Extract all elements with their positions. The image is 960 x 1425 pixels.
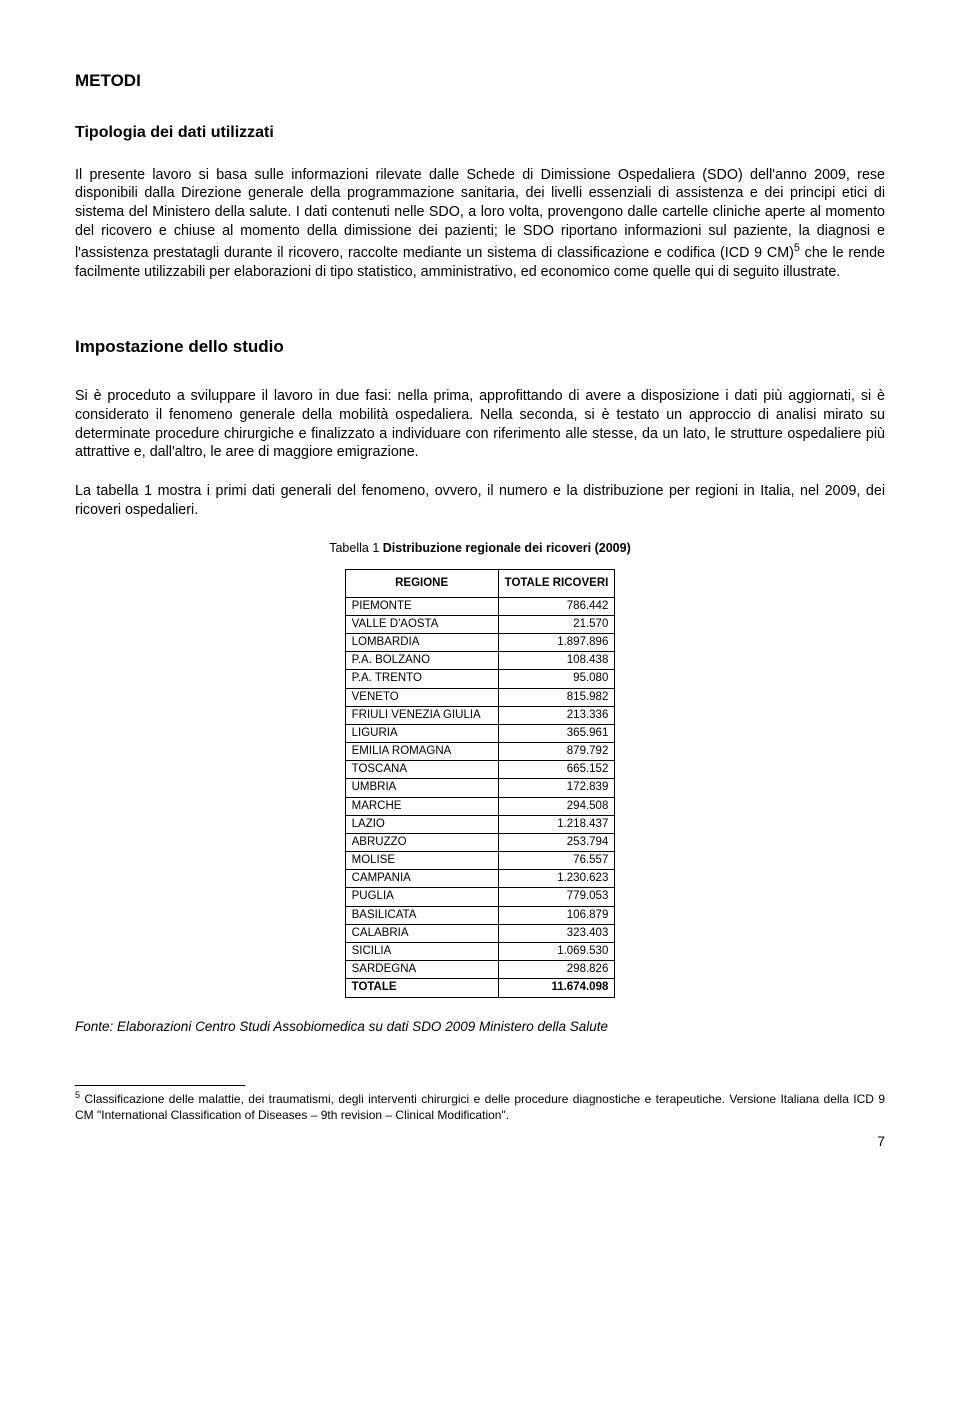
value-cell: 108.438 (498, 652, 615, 670)
value-cell: 1.218.437 (498, 815, 615, 833)
paragraph-text: Il presente lavoro si basa sulle informa… (75, 167, 885, 261)
value-cell: 95.080 (498, 670, 615, 688)
caption-prefix: Tabella 1 (329, 541, 383, 555)
footnote: 5 Classificazione delle malattie, dei tr… (75, 1090, 885, 1123)
subsection-heading: Tipologia dei dati utilizzati (75, 122, 885, 143)
table-row: MARCHE294.508 (345, 797, 615, 815)
paragraph: La tabella 1 mostra i primi dati general… (75, 482, 885, 520)
region-cell: LIGURIA (345, 724, 498, 742)
value-cell: 106.879 (498, 906, 615, 924)
value-cell: 323.403 (498, 924, 615, 942)
region-cell: CAMPANIA (345, 870, 498, 888)
section-heading: METODI (75, 70, 885, 92)
table-row: EMILIA ROMAGNA879.792 (345, 743, 615, 761)
value-cell: 213.336 (498, 706, 615, 724)
table-row: SICILIA1.069.530 (345, 943, 615, 961)
region-cell: ABRUZZO (345, 833, 498, 851)
footnote-text: Classificazione delle malattie, dei trau… (75, 1092, 885, 1122)
region-cell: VALLE D'AOSTA (345, 615, 498, 633)
column-header: REGIONE (345, 569, 498, 597)
table-row: ABRUZZO253.794 (345, 833, 615, 851)
table-caption: Tabella 1 Distribuzione regionale dei ri… (75, 540, 885, 557)
region-cell: UMBRIA (345, 779, 498, 797)
source-citation: Fonte: Elaborazioni Centro Studi Assobio… (75, 1018, 885, 1036)
value-cell: 172.839 (498, 779, 615, 797)
region-cell: EMILIA ROMAGNA (345, 743, 498, 761)
table-row: PIEMONTE786.442 (345, 597, 615, 615)
table-row: P.A. BOLZANO108.438 (345, 652, 615, 670)
table-row: BASILICATA106.879 (345, 906, 615, 924)
paragraph: Il presente lavoro si basa sulle informa… (75, 166, 885, 282)
page-number: 7 (75, 1132, 885, 1150)
region-cell: SARDEGNA (345, 961, 498, 979)
region-cell: LOMBARDIA (345, 634, 498, 652)
table-row: SARDEGNA298.826 (345, 961, 615, 979)
value-cell: 76.557 (498, 852, 615, 870)
footnote-separator (75, 1085, 245, 1086)
value-cell: 298.826 (498, 961, 615, 979)
paragraph: Si è proceduto a sviluppare il lavoro in… (75, 387, 885, 462)
region-cell: FRIULI VENEZIA GIULIA (345, 706, 498, 724)
table-row: VENETO815.982 (345, 688, 615, 706)
value-cell: 665.152 (498, 761, 615, 779)
subsection-heading: Impostazione dello studio (75, 336, 885, 358)
region-cell: MOLISE (345, 852, 498, 870)
table-row: TOSCANA665.152 (345, 761, 615, 779)
table-row: FRIULI VENEZIA GIULIA213.336 (345, 706, 615, 724)
column-header: TOTALE RICOVERI (498, 569, 615, 597)
table-row: LIGURIA365.961 (345, 724, 615, 742)
table-row: MOLISE76.557 (345, 852, 615, 870)
value-cell: 779.053 (498, 888, 615, 906)
region-cell: MARCHE (345, 797, 498, 815)
table-row: LAZIO1.218.437 (345, 815, 615, 833)
value-cell: 1.897.896 (498, 634, 615, 652)
value-cell: 786.442 (498, 597, 615, 615)
value-cell: 1.069.530 (498, 943, 615, 961)
table-row: VALLE D'AOSTA21.570 (345, 615, 615, 633)
region-cell: LAZIO (345, 815, 498, 833)
region-cell: VENETO (345, 688, 498, 706)
total-label-cell: TOTALE (345, 979, 498, 997)
table-header-row: REGIONE TOTALE RICOVERI (345, 569, 615, 597)
region-cell: PUGLIA (345, 888, 498, 906)
value-cell: 879.792 (498, 743, 615, 761)
value-cell: 294.508 (498, 797, 615, 815)
table-total-row: TOTALE11.674.098 (345, 979, 615, 997)
value-cell: 815.982 (498, 688, 615, 706)
table-row: P.A. TRENTO95.080 (345, 670, 615, 688)
value-cell: 21.570 (498, 615, 615, 633)
total-value-cell: 11.674.098 (498, 979, 615, 997)
table-row: LOMBARDIA1.897.896 (345, 634, 615, 652)
region-cell: TOSCANA (345, 761, 498, 779)
table-row: CALABRIA323.403 (345, 924, 615, 942)
region-cell: SICILIA (345, 943, 498, 961)
table-row: CAMPANIA1.230.623 (345, 870, 615, 888)
region-cell: CALABRIA (345, 924, 498, 942)
data-table: REGIONE TOTALE RICOVERI PIEMONTE786.442V… (345, 569, 616, 998)
region-cell: PIEMONTE (345, 597, 498, 615)
table-row: PUGLIA779.053 (345, 888, 615, 906)
region-cell: P.A. BOLZANO (345, 652, 498, 670)
caption-title: Distribuzione regionale dei ricoveri (20… (383, 541, 631, 555)
region-cell: P.A. TRENTO (345, 670, 498, 688)
region-cell: BASILICATA (345, 906, 498, 924)
value-cell: 253.794 (498, 833, 615, 851)
value-cell: 1.230.623 (498, 870, 615, 888)
table-row: UMBRIA172.839 (345, 779, 615, 797)
value-cell: 365.961 (498, 724, 615, 742)
